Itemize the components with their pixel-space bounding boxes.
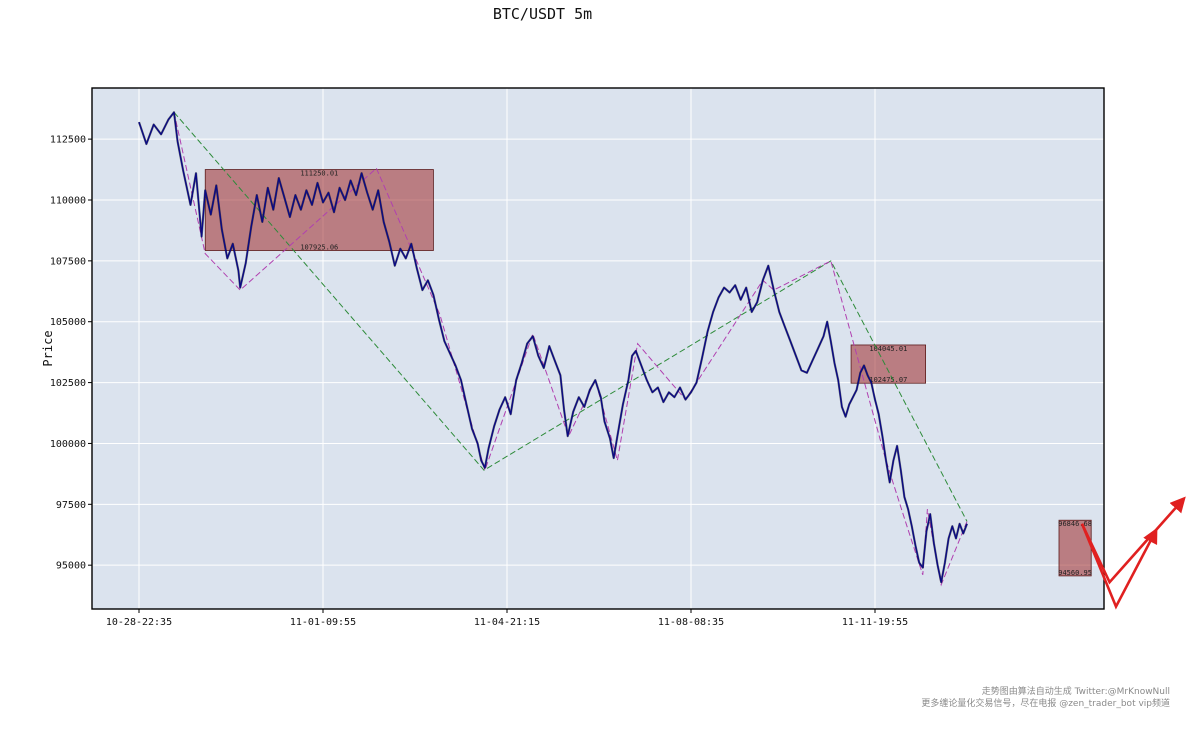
- y-tick-label: 95000: [56, 561, 86, 572]
- box-high-label: 104045.01: [869, 345, 907, 353]
- box-low-label: 94560.95: [1058, 569, 1092, 577]
- price-line: [138, 111, 968, 583]
- credits-line-2: 更多缠论量化交易信号，尽在电报 @zen_trader_bot vip频道: [921, 699, 1170, 709]
- y-tick-label: 97500: [56, 500, 86, 511]
- y-tick-label: 100000: [50, 439, 86, 450]
- y-tick-label: 105000: [50, 317, 86, 328]
- credits-line-1: 走势图由算法自动生成 Twitter:@MrKnowNull: [981, 687, 1170, 697]
- y-tick-label: 102500: [50, 378, 86, 389]
- swing-zigzag-line: [173, 111, 968, 522]
- credits: 走势图由算法自动生成 Twitter:@MrKnowNull 更多缠论量化交易信…: [921, 686, 1170, 710]
- box-high-label: 111250.01: [300, 170, 338, 178]
- y-axis-title: Price: [41, 330, 55, 366]
- y-tick-label: 107500: [50, 256, 86, 267]
- box-low-label: 107925.06: [300, 244, 338, 252]
- box-low-label: 102475.07: [869, 376, 907, 384]
- x-tick-label: 11-01-09:55: [290, 617, 356, 628]
- plot-frame: [91, 87, 1105, 610]
- box-high-label: 96846.68: [1058, 520, 1092, 528]
- plot-background: [92, 88, 1104, 609]
- x-tick-label: 11-08-08:35: [658, 617, 724, 628]
- consolidation-box: [204, 169, 434, 251]
- consolidation-box: [850, 344, 927, 384]
- plot-area: 111250.01 107925.06 104045.01 102475.07 9684…: [137, 111, 1092, 587]
- x-tick-label: 11-04-21:15: [474, 617, 540, 628]
- x-tick-label: 11-11-19:55: [842, 617, 908, 628]
- x-tick-label: 10-28-22:35: [106, 617, 172, 628]
- consolidation-box: [1058, 519, 1092, 577]
- chart-title: BTC/USDT 5m: [492, 5, 593, 23]
- y-tick-label: 112500: [50, 135, 86, 146]
- y-tick-label: 110000: [50, 195, 86, 206]
- projection-arrow: [1080, 523, 1158, 610]
